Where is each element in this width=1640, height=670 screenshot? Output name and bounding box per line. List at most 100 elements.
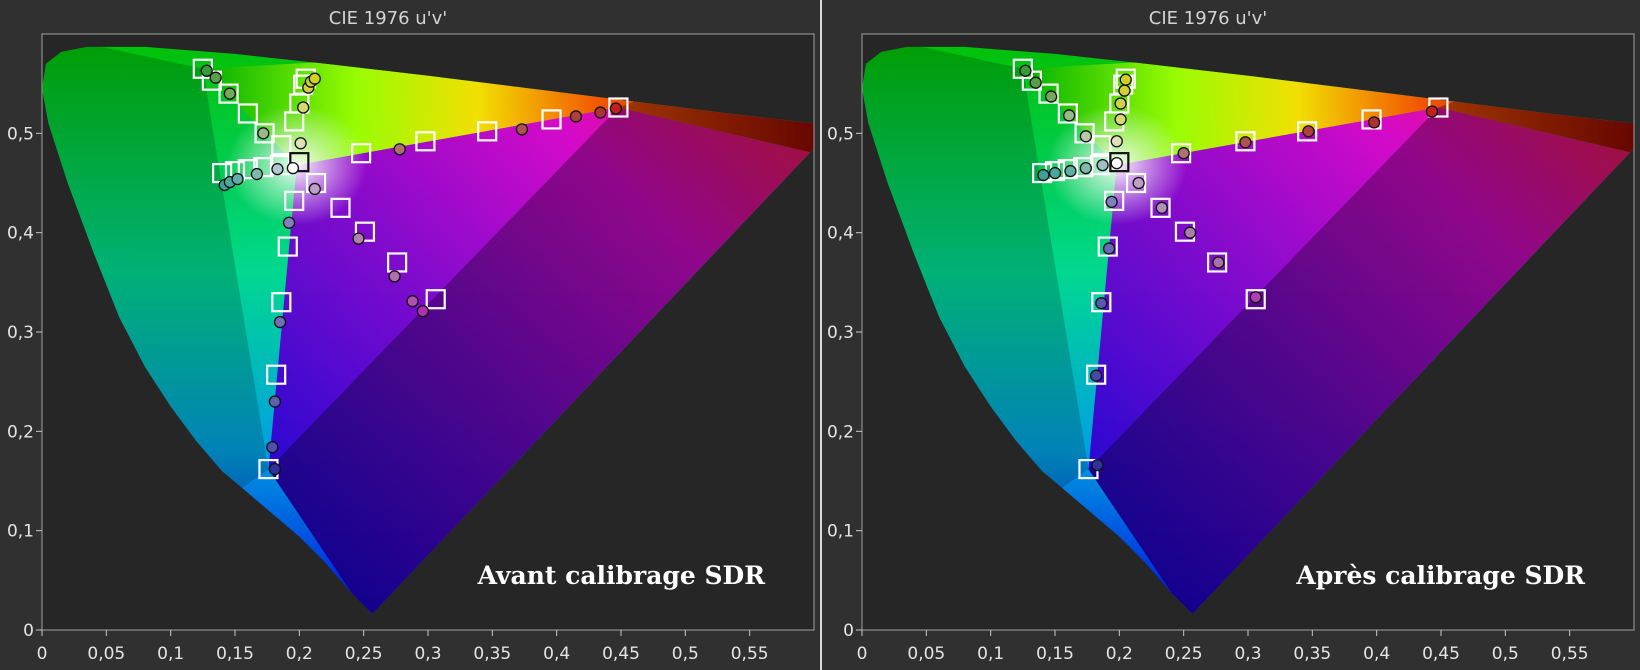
measured-marker [1119,73,1132,86]
measured-marker [294,137,307,150]
measured-marker [1048,166,1062,180]
y-tick-label: 0,3 [7,323,34,343]
measured-marker [1019,64,1032,77]
x-tick-label: 0,15 [216,644,254,664]
x-tick-label: 0,1 [977,644,1004,664]
measured-marker [1118,84,1131,97]
measured-marker [282,216,296,229]
measured-marker [209,71,222,84]
measured-marker [1177,147,1190,160]
target-marker [218,83,239,104]
target-marker [1125,172,1147,194]
measured-marker [594,106,607,119]
measured-marker [1367,116,1381,129]
x-tick-label: 0,15 [1036,644,1074,664]
x-tick-label: 0,5 [1492,644,1519,664]
target-marker [1091,292,1112,313]
target-marker [425,289,446,310]
measured-marker [1114,97,1127,110]
x-tick-label: 0 [857,644,868,664]
target-marker [1057,103,1078,124]
measured-marker [1095,297,1108,310]
x-tick-label: 0,05 [907,644,945,664]
y-tick-label: 0,5 [827,124,854,144]
x-tick-label: 0 [37,644,48,664]
target-marker [284,190,305,211]
measured-marker [416,304,430,318]
target-marker [1086,364,1107,385]
target-marker [1297,121,1318,142]
target-marker [1235,131,1256,152]
measured-marker [515,123,529,136]
measured-marker [393,143,406,156]
measured-marker [1096,158,1109,172]
target-marker [271,135,292,156]
measured-marker [1110,135,1123,148]
measured-marker [1249,291,1262,304]
x-tick-label: 0,35 [1293,644,1331,664]
chart-panel-after: CIE 1976 u'v' 0 0,05 0,1 0,15 0,2 0,25 0,3 0,35 0… [820,0,1640,670]
x-tick-label: 0,4 [543,644,570,664]
measured-marker [1302,125,1315,138]
target-marker [1361,109,1382,130]
measured-marker [1102,242,1116,255]
target-marker [266,364,287,385]
target-marker [477,121,498,142]
measured-marker [1132,176,1145,190]
target-marker [354,221,376,242]
measured-marker [1110,156,1123,170]
x-tick-label: 0,3 [1234,644,1261,664]
y-tick-label: 0,4 [827,224,854,244]
target-marker [1038,83,1059,104]
y-tick-label: 0,3 [827,323,854,343]
target-marker [1097,236,1118,257]
y-tick-label: 0,5 [7,124,34,144]
x-tick-label: 0,55 [731,644,769,664]
measured-marker [1079,161,1093,175]
y-tick-label: 0,4 [7,224,34,244]
measured-marker [200,64,213,77]
y-tick-label: 0,2 [7,422,34,442]
chart-before: CIE 1976 u'v' 0 0,05 0,1 0,15 0,2 0,25 0,3 0,35 0… [7,8,815,664]
target-marker [330,197,351,218]
measured-marker [271,162,284,176]
target-marker [289,152,310,173]
target-marker [1207,252,1228,273]
measured-marker [1029,76,1042,89]
measured-marker [1239,136,1252,149]
x-tick-label: 0,45 [602,644,640,664]
measured-marker [223,87,237,100]
x-tick-label: 0,5 [672,644,699,664]
target-marker [608,97,629,118]
target-marker [1170,143,1192,164]
x-tick-label: 0,55 [1551,644,1589,664]
x-tick-label: 0,25 [345,644,383,664]
target-marker [1091,135,1112,156]
chart-caption: Après calibrage SDR [1295,561,1585,590]
target-marker [541,109,562,130]
measured-marker [297,101,310,114]
measured-marker [1155,201,1168,214]
measured-marker [609,102,623,115]
y-tick-label: 0,1 [827,522,854,542]
target-marker [237,103,258,124]
x-tick-label: 0,2 [286,644,313,664]
measured-marker [352,232,365,245]
measured-marker [569,110,583,123]
chart-after: CIE 1976 u'v' 0 0,05 0,1 0,15 0,2 0,25 0,3 0,35 0… [827,8,1635,664]
measured-marker [257,127,270,140]
target-marker [1109,152,1130,173]
target-marker [1104,190,1125,211]
x-tick-label: 0,4 [1363,644,1390,664]
measured-marker [286,161,300,175]
measured-marker [406,295,419,308]
chart-title: CIE 1976 u'v' [1149,8,1267,29]
measured-marker [273,315,287,329]
measured-marker [308,72,321,85]
y-tick-label: 0,1 [7,522,34,542]
x-tick-label: 0,35 [473,644,511,664]
chart-panel-before: CIE 1976 u'v' 0 0,05 0,1 0,15 0,2 0,25 0,3 0,35 0… [6,8,815,664]
measured-marker [308,182,321,196]
measured-marker [1425,105,1439,118]
measured-marker [1091,458,1104,472]
